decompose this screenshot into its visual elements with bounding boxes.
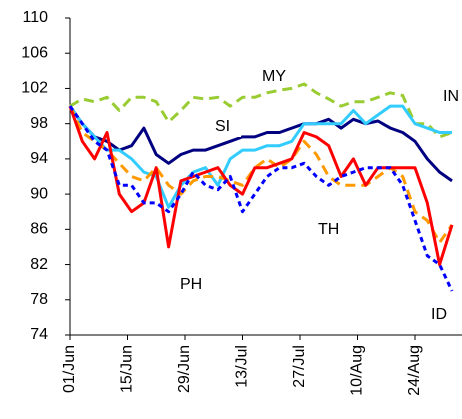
y-tick-label: 90	[30, 185, 48, 202]
x-tick-label: 01/Jun	[61, 345, 78, 393]
series-label: IN	[443, 88, 459, 105]
label-bg	[441, 87, 462, 107]
y-tick-label: 86	[30, 221, 48, 238]
y-tick-label: 82	[30, 256, 48, 273]
label-bg	[260, 67, 288, 87]
y-tick-label: 78	[30, 291, 48, 308]
x-tick-label: 27/Jul	[291, 345, 308, 388]
y-tick-label: 110	[22, 9, 48, 26]
series-label: MY	[262, 68, 286, 85]
series-line	[68, 105, 453, 183]
series-label: TH	[318, 221, 339, 238]
x-tick-label: 24/Aug	[406, 345, 423, 396]
series-label: PH	[180, 276, 202, 293]
label-bg	[316, 220, 344, 240]
series-line	[69, 82, 453, 139]
x-tick-label: 13/Jul	[234, 345, 251, 388]
x-tick-label: 15/Jun	[119, 345, 136, 393]
label-bg	[213, 117, 241, 137]
y-tick-label: 98	[30, 115, 48, 132]
y-tick-label: 102	[21, 80, 48, 97]
x-tick-label: 29/Jun	[176, 345, 193, 393]
y-tick-label: 106	[21, 44, 48, 61]
series-line	[68, 104, 452, 209]
y-tick-label: 74	[30, 326, 48, 343]
series-label: ID	[431, 306, 447, 323]
label-bg	[178, 275, 206, 295]
series-line	[68, 105, 454, 292]
x-tick-label: 10/Aug	[349, 345, 366, 396]
label-bg	[429, 305, 457, 325]
y-tick-label: 94	[30, 150, 48, 167]
series-label: SI	[215, 118, 230, 135]
